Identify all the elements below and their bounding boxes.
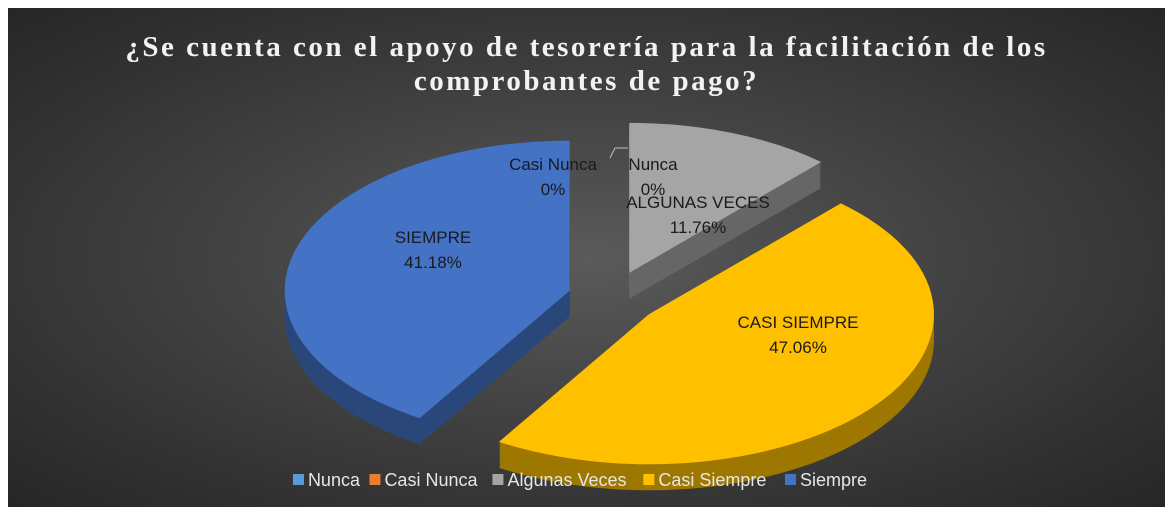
legend-swatch bbox=[784, 474, 796, 485]
data-label-name: Casi Nunca bbox=[509, 155, 597, 174]
data-label-value: 47.06% bbox=[769, 338, 827, 357]
data-label-value: 0% bbox=[641, 180, 666, 199]
leader-line bbox=[609, 147, 628, 159]
legend-label: Casi Nunca bbox=[384, 470, 478, 490]
slice-top bbox=[284, 140, 570, 419]
chart-title: ¿Se cuenta con el apoyo de tesorería par… bbox=[125, 31, 1048, 97]
chart: Nunca 0% Casi Nunca 0% ALGUNAS VECES 11.76% CA… bbox=[8, 8, 1165, 507]
slice bbox=[629, 122, 822, 299]
data-label-value: 41.18% bbox=[404, 253, 462, 272]
data-label-name: Nunca bbox=[628, 155, 678, 174]
slice-top bbox=[629, 122, 822, 273]
legend-label: Algunas Veces bbox=[507, 470, 626, 490]
legend-label: Casi Siempre bbox=[658, 470, 766, 490]
legend-label: Siempre bbox=[800, 470, 867, 490]
data-label-value: 0% bbox=[541, 180, 566, 199]
slice bbox=[498, 203, 934, 491]
data-label-name: SIEMPRE bbox=[395, 228, 472, 247]
legend-swatch bbox=[369, 474, 381, 485]
legend-label: Nunca bbox=[308, 470, 361, 490]
data-label-value: 11.76% bbox=[670, 218, 726, 237]
legend-swatch bbox=[643, 474, 655, 485]
legend-swatch bbox=[292, 474, 304, 485]
data-label-name: CASI SIEMPRE bbox=[738, 313, 859, 332]
data-label-name: ALGUNAS VECES bbox=[626, 193, 770, 212]
slice bbox=[284, 140, 570, 445]
slice-top bbox=[498, 203, 934, 465]
legend-swatch bbox=[492, 474, 504, 485]
